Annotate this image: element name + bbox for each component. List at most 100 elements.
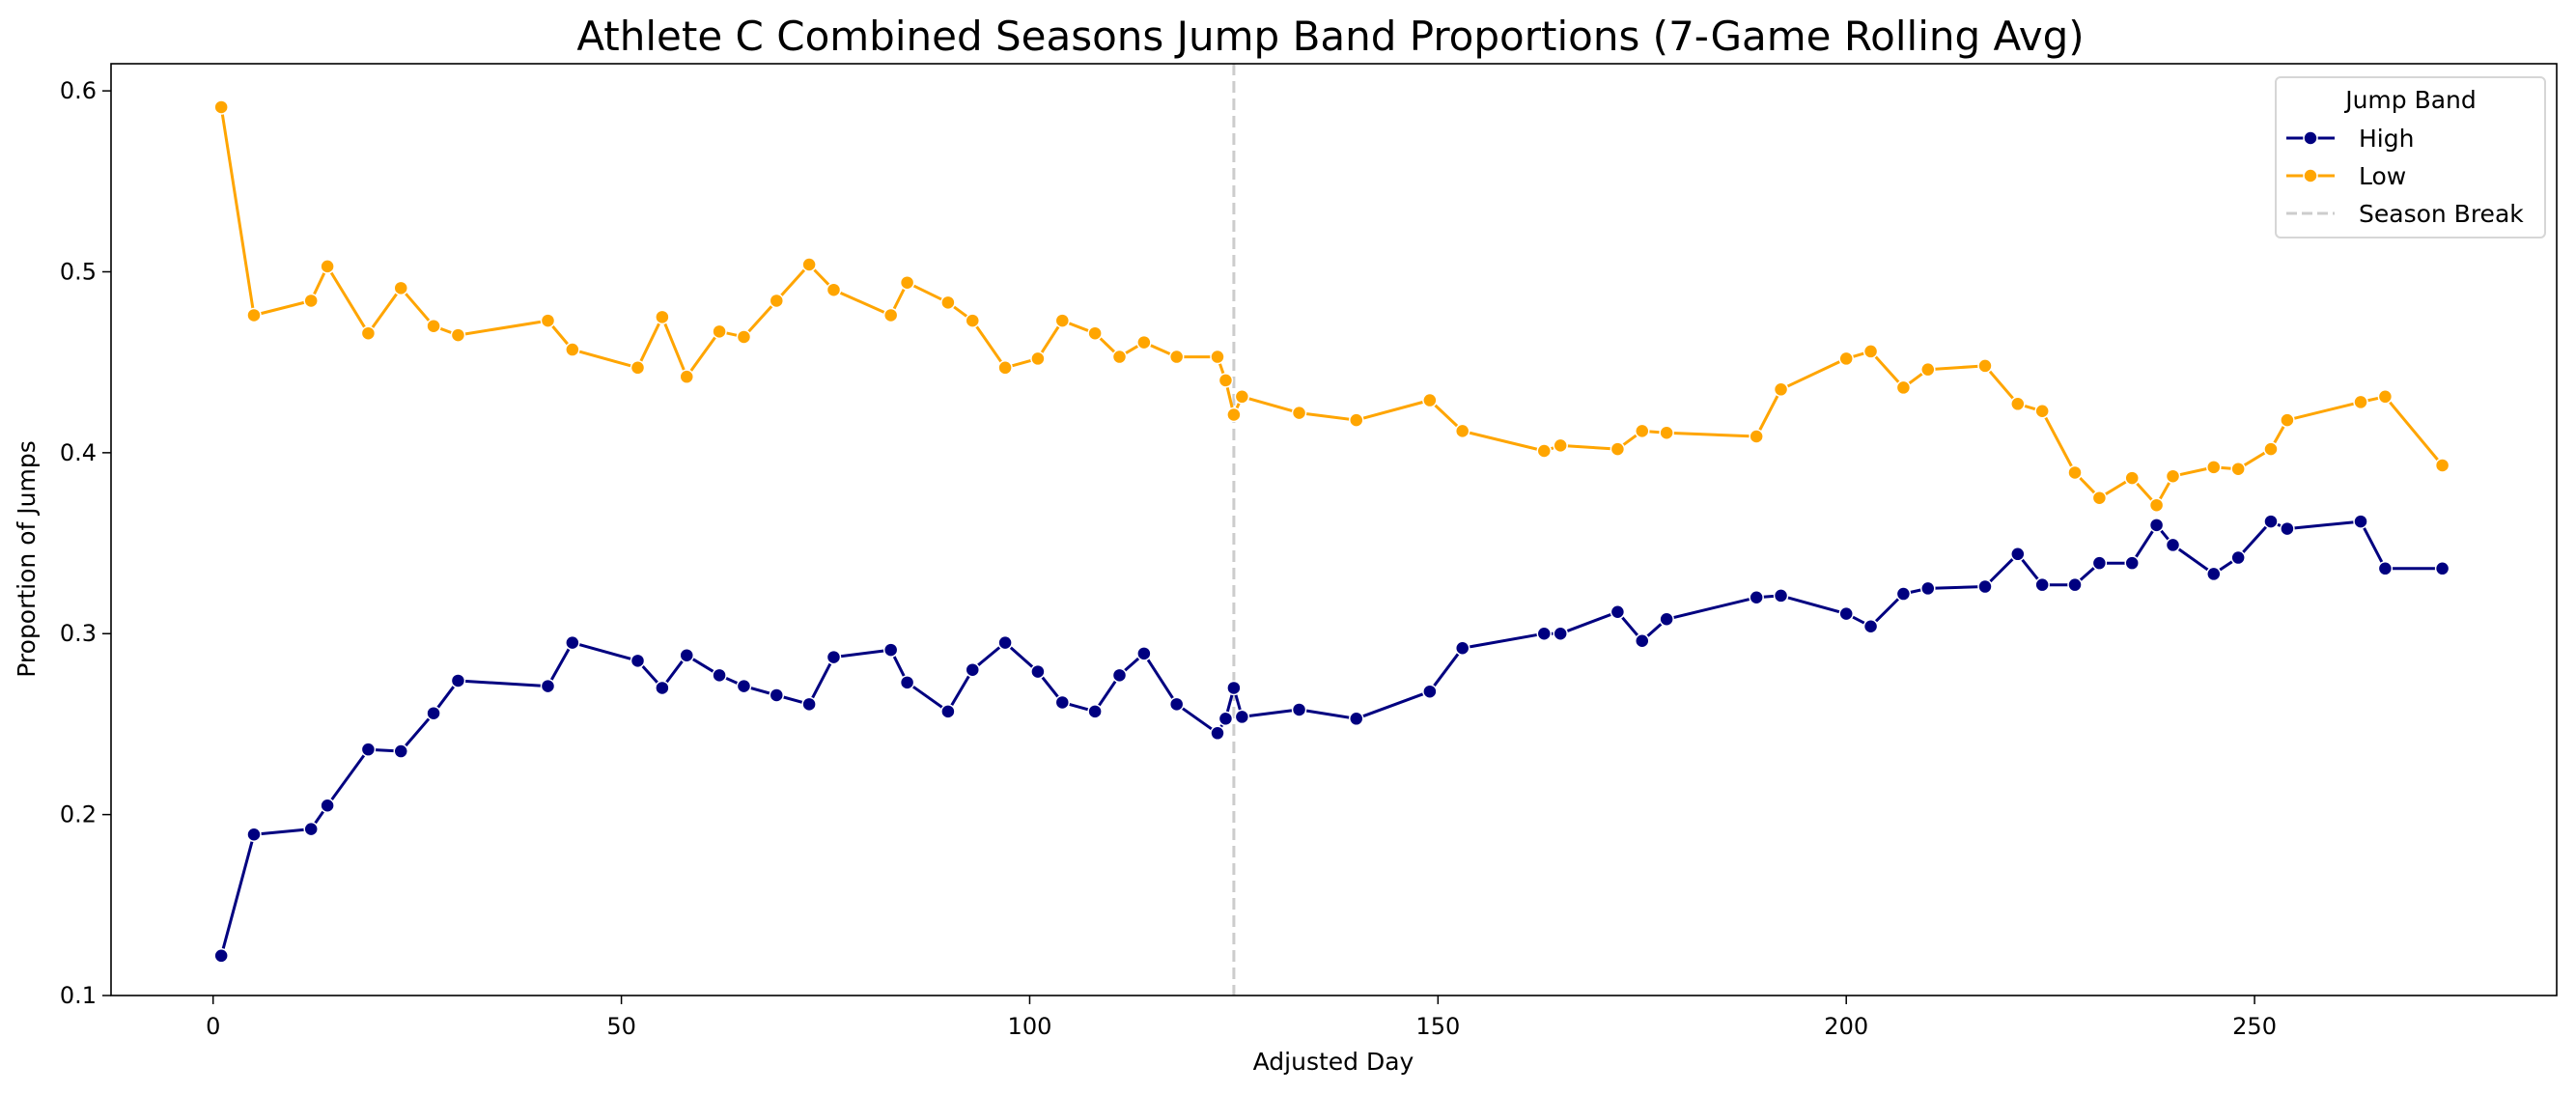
data-point-high-37: [1536, 626, 1553, 641]
data-point-low-14: [736, 329, 752, 345]
data-point-low-44: [1838, 351, 1854, 367]
data-point-high-5: [393, 743, 408, 759]
x-tick-label-1: 50: [606, 1013, 636, 1040]
data-point-high-49: [2010, 547, 2026, 562]
data-point-high-52: [2091, 555, 2108, 571]
data-point-low-13: [712, 323, 727, 340]
data-point-low-1: [246, 307, 262, 323]
data-point-low-18: [882, 307, 899, 323]
data-point-high-33: [1291, 702, 1307, 717]
data-point-low-60: [2353, 394, 2368, 410]
chart-title: Athlete C Combined Seasons Jump Band Pro…: [576, 13, 2084, 60]
data-point-low-32: [1234, 389, 1250, 405]
data-point-low-53: [2124, 470, 2140, 486]
data-point-low-38: [1553, 437, 1568, 454]
data-point-low-25: [1087, 325, 1103, 341]
data-point-high-8: [540, 678, 556, 694]
data-point-low-57: [2230, 461, 2246, 477]
data-point-high-21: [965, 661, 981, 678]
data-point-low-62: [2434, 458, 2450, 473]
x-tick-label-5: 250: [2232, 1013, 2277, 1040]
data-point-low-61: [2377, 389, 2394, 405]
data-point-high-59: [2280, 520, 2295, 537]
data-point-high-26: [1111, 667, 1128, 684]
data-point-low-40: [1635, 423, 1650, 439]
data-point-high-20: [940, 704, 956, 719]
data-point-high-14: [736, 678, 752, 694]
data-point-low-34: [1349, 412, 1364, 428]
data-point-high-6: [426, 705, 441, 721]
data-point-low-0: [213, 99, 229, 115]
data-point-high-11: [655, 680, 670, 696]
data-point-low-2: [303, 293, 319, 309]
data-point-low-19: [899, 274, 915, 291]
data-point-high-29: [1210, 725, 1225, 742]
x-tick-label-2: 100: [1008, 1013, 1052, 1040]
data-point-high-50: [2034, 576, 2050, 593]
data-point-low-31: [1226, 407, 1242, 423]
data-point-low-4: [360, 325, 377, 341]
data-point-high-57: [2230, 549, 2246, 566]
data-point-high-28: [1168, 696, 1185, 713]
data-point-high-34: [1349, 711, 1364, 727]
data-point-high-60: [2353, 514, 2368, 529]
data-point-high-53: [2124, 555, 2140, 571]
data-point-high-54: [2148, 518, 2165, 533]
data-point-low-59: [2280, 412, 2295, 428]
data-point-high-56: [2206, 566, 2222, 582]
data-point-low-36: [1454, 423, 1470, 439]
data-point-high-9: [565, 634, 580, 651]
data-point-low-33: [1291, 405, 1307, 421]
data-point-low-17: [826, 282, 842, 297]
data-point-high-41: [1659, 611, 1674, 628]
data-point-high-22: [997, 634, 1013, 651]
y-tick-label-4: 0.5: [60, 258, 97, 285]
data-point-high-1: [246, 827, 262, 842]
data-point-high-16: [801, 696, 817, 713]
data-point-low-15: [769, 293, 785, 309]
data-point-low-8: [540, 313, 556, 328]
data-point-high-0: [213, 948, 229, 964]
data-point-low-10: [630, 360, 646, 376]
data-point-low-28: [1168, 349, 1185, 365]
data-point-low-30: [1218, 373, 1234, 388]
x-tick-label-3: 150: [1415, 1013, 1460, 1040]
data-point-low-22: [997, 360, 1013, 376]
data-point-high-55: [2165, 537, 2181, 553]
data-point-high-27: [1136, 646, 1152, 661]
data-point-high-24: [1054, 694, 1071, 711]
data-point-high-3: [320, 798, 335, 814]
data-point-high-39: [1610, 604, 1626, 620]
legend-title: Jump Band: [2343, 86, 2477, 114]
data-point-high-18: [882, 642, 899, 658]
data-point-low-7: [450, 327, 466, 343]
data-point-low-52: [2091, 490, 2108, 506]
x-axis-label: Adjusted Day: [1253, 1048, 1414, 1076]
data-point-high-30: [1218, 711, 1234, 727]
data-point-low-42: [1749, 429, 1764, 444]
legend: Jump Band High Low Season Break: [2275, 76, 2546, 238]
legend-frame: [2275, 76, 2546, 238]
legend-high-marker: [2303, 130, 2318, 146]
data-point-low-51: [2067, 464, 2083, 481]
y-axis-label: Proportion of Jumps: [13, 440, 41, 677]
y-tick-label-5: 0.6: [60, 77, 97, 104]
data-point-low-3: [320, 259, 335, 274]
data-point-low-56: [2206, 460, 2222, 475]
data-point-high-48: [1977, 578, 1993, 595]
data-point-low-49: [2010, 396, 2026, 412]
data-point-high-4: [360, 742, 377, 757]
data-point-high-19: [899, 675, 915, 690]
data-point-low-16: [801, 257, 817, 272]
data-point-low-27: [1136, 334, 1152, 351]
legend-low-label: Low: [2359, 162, 2406, 190]
data-point-high-25: [1087, 704, 1103, 719]
data-point-low-29: [1210, 349, 1225, 365]
data-point-low-37: [1536, 443, 1553, 459]
data-point-low-45: [1862, 344, 1879, 359]
data-point-low-21: [965, 313, 981, 328]
legend-season-break-label: Season Break: [2359, 200, 2524, 228]
y-tick-label-1: 0.2: [60, 801, 97, 828]
series-line-high: [219, 519, 2443, 957]
